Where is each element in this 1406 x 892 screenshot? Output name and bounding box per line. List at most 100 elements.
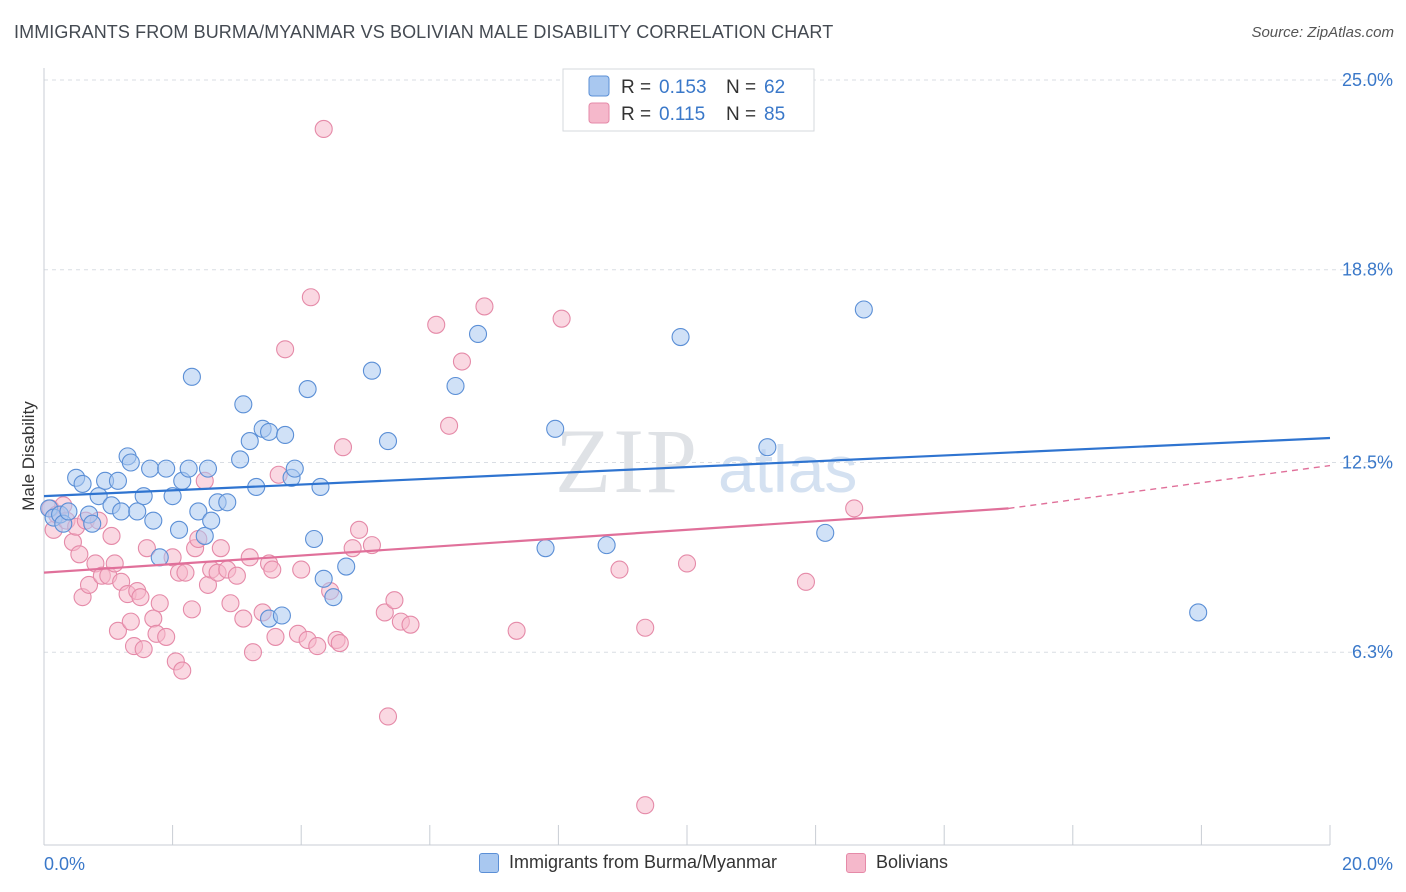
burma-point [157,459,176,478]
bolivians-point [330,633,349,653]
burma-point [276,425,295,445]
y-tick-label: 6.3% [1352,642,1393,662]
bottom-legend-item-bolivians: Bolivians [846,852,948,873]
bolivians-point [150,594,169,613]
legend-r-value-burma: 0.153 [659,77,707,98]
bolivians-point [137,539,156,558]
bolivians-point [108,621,127,640]
y-tick-label: 12.5% [1342,453,1393,473]
burma-point [259,422,279,441]
legend-r-label-bolivians: R = [621,104,651,125]
bottom-legend-label-bolivians: Bolivians [876,852,949,872]
burma-point [73,474,92,493]
bolivians-point [301,288,320,307]
bolivians-point [343,539,362,558]
bolivians-point [427,315,446,334]
watermark-zip: ZIP [555,410,699,512]
bolivians-point [240,548,259,567]
y-tick-label: 25.0% [1342,70,1393,90]
y-tick-labels: 6.3% 12.5% 18.8% 25.0% [1342,70,1393,662]
bolivians-point [70,545,89,564]
bolivians-point [401,615,420,634]
bolivians-point [211,539,230,558]
burma-trend-line [43,436,1331,498]
burma-point [272,606,291,625]
bottom-legend-swatch-burma [479,852,499,873]
bolivians-point [263,560,282,579]
burma-point [198,459,218,478]
burma-point [121,453,140,472]
x-axis-ticks [43,825,1331,845]
bolivians-point [121,612,140,631]
bolivians-point [552,309,571,328]
burma-point [189,502,208,521]
bottom-legend-item-burma: Immigrants from Burma/Myanmar [479,852,777,873]
burma-point [671,327,690,347]
bolivians-point [102,526,121,545]
watermark: ZIP atlas [555,410,857,512]
bolivians-point [292,560,311,579]
burma-point [195,526,214,545]
burma-point [144,511,163,530]
burma-point [150,548,169,567]
legend-n-value-bolivians: 85 [764,104,785,125]
burma-point [298,380,317,399]
bolivians-point [385,591,404,610]
burma-point [83,514,102,533]
burma-point [218,493,237,512]
burma-point [128,502,147,521]
bolivians-point [314,119,333,139]
bolivians-point [440,416,459,435]
bolivians-point [243,643,263,662]
bolivians-point [266,627,285,646]
y-tick-label: 18.8% [1342,260,1393,280]
legend-r-label-burma: R = [621,77,651,98]
burma-point [108,471,127,490]
bolivians-trend-extension [1008,464,1331,510]
bolivians-point [134,640,153,659]
legend-n-value-burma: 62 [764,77,785,98]
bolivians-point [375,603,394,622]
burma-point [169,520,189,539]
bolivians-point [227,566,246,585]
legend-swatch-burma [588,75,610,97]
burma-point [378,432,398,451]
bolivians-point [636,796,655,815]
bolivians-point [362,536,381,555]
bolivians-point [350,520,369,539]
y-axis-title: Male Disability [19,401,38,511]
burma-point [59,502,78,521]
bolivians-point [182,600,201,619]
burma-point [546,419,565,438]
bolivians-point [234,609,253,628]
burma-point [89,487,108,506]
burma-point [231,450,250,469]
burma-point [324,588,343,607]
burma-point [234,395,253,414]
burma-point [337,557,356,576]
chart-title: IMMIGRANTS FROM BURMA/MYANMAR VS BOLIVIA… [14,22,834,42]
legend-n-label-burma: N = [726,77,756,98]
burma-point [285,459,304,478]
correlation-legend: R = 0.153 N = 62 R = 0.115 N = 85 [562,68,815,132]
bottom-legend: Immigrants from Burma/Myanmar Bolivians [0,848,1406,880]
bolivians-point [845,499,864,518]
bolivians-point [610,560,629,579]
bolivians-point [333,438,353,457]
burma-point [314,569,333,588]
burma-point [446,376,465,396]
burma-point [112,502,131,521]
burma-point [179,459,198,478]
bolivians-point [507,621,526,640]
burma-point [758,438,777,457]
burma-point [182,367,201,386]
bolivians-point [677,554,697,573]
gridlines [44,79,1392,653]
bolivians-point [636,618,655,637]
legend-swatch-bolivians [588,102,610,124]
bolivians-point [176,563,195,582]
burma-point [240,432,259,451]
bolivians-point [452,352,472,371]
bolivians-point [173,661,192,680]
bolivians-trend-line [43,507,1009,574]
